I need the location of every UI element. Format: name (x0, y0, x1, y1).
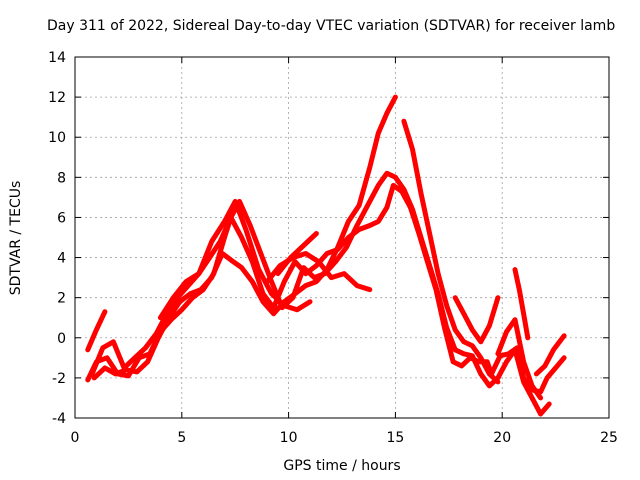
y-tick-label: -2 (52, 371, 66, 387)
series-sat-c (91, 94, 398, 381)
y-axis-label: SDTVAR / TECUs (8, 181, 24, 296)
y-tick-label: 2 (57, 291, 66, 307)
y-tick-label: 14 (48, 50, 66, 66)
x-tick-label: 5 (177, 430, 186, 446)
series-sat-h (401, 118, 501, 385)
series-sat-d (85, 309, 108, 353)
x-tick-label: 20 (493, 430, 511, 446)
x-tick-label: 10 (280, 430, 298, 446)
y-tick-label: -4 (52, 411, 66, 427)
y-tick-label: 6 (57, 210, 66, 226)
series-sat-j (495, 317, 544, 401)
series-sat-i (452, 295, 501, 345)
axis-ticks (74, 56, 610, 419)
x-axis-label: GPS time / hours (283, 458, 400, 474)
chart-title: Day 311 of 2022, Sidereal Day-to-day VTE… (47, 18, 615, 34)
x-tick-label: 25 (600, 430, 618, 446)
series-sat-b (89, 170, 552, 417)
y-tick-label: 10 (48, 130, 66, 146)
x-tick-labels: 0 5 10 15 20 25 (71, 430, 618, 446)
y-tick-labels: -4 -2 0 2 4 6 8 10 12 14 (48, 50, 66, 427)
x-tick-label: 15 (386, 430, 404, 446)
data-series-layer (85, 94, 567, 417)
series-sat-e (157, 198, 313, 321)
y-tick-label: 0 (57, 331, 66, 347)
series-sat-k (512, 267, 531, 341)
series-sat-l (533, 333, 567, 377)
y-tick-label: 8 (57, 170, 66, 186)
x-tick-label: 0 (71, 430, 80, 446)
y-tick-label: 12 (48, 90, 66, 106)
y-tick-label: 4 (57, 251, 66, 267)
series-sat-g (275, 231, 319, 277)
plot-frame (74, 56, 610, 419)
